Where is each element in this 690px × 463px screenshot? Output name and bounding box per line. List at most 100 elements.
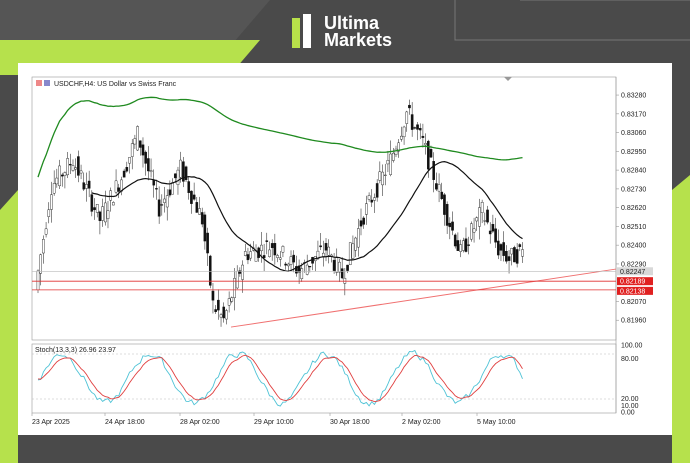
candle-body [370,199,374,203]
candle-body [93,207,96,211]
time-tick-label: 23 Apr 2025 [32,419,70,426]
stoch-tick-label: 80.00 [621,356,639,363]
candle-body [373,197,376,201]
candle-body [144,151,147,164]
candle-body [416,124,419,130]
candle-body [195,202,199,213]
candle-body [69,163,72,166]
candle-body [66,158,69,176]
candle-body [437,184,441,192]
candle-body [179,159,182,178]
candle-body [324,243,328,251]
shift-marker-icon [504,77,512,81]
candle-body [475,217,479,222]
candle-body [365,203,368,215]
candle-body [192,194,196,200]
chart-menu-icon[interactable] [36,80,42,86]
support-label-upper: 0.82189 [620,279,645,286]
candle-body [402,126,406,138]
candle-body [472,228,476,233]
candle-body [362,217,365,225]
candle-body [408,104,411,109]
time-tick-label: 2 May 02:00 [402,419,441,426]
brand-line2: Markets [324,30,393,50]
candle-body [160,204,164,206]
time-tick-label: 5 May 10:00 [477,419,516,426]
stoch-main-line [37,349,523,407]
candle-body [429,149,433,158]
candle-body [381,171,384,186]
support-tag-upper: 0.82189 [617,277,653,286]
candle-body [367,195,371,200]
candle-body [284,263,287,266]
candle-body [445,203,449,226]
candle-body [136,126,139,151]
candle-body [432,161,435,180]
price-chart[interactable]: USDCHF,H4: US Dollar vs Swiss Franc 0.83… [18,63,672,435]
candle-body [109,190,112,201]
candle-body [502,242,505,256]
candle-body [375,183,379,198]
candle-body [456,240,460,251]
candle-body [168,189,172,196]
candle-body [44,228,48,235]
candle-body [486,209,489,223]
candle-body [157,199,161,217]
chart-card: USDCHF,H4: US Dollar vs Swiss Franc 0.83… [18,63,672,435]
candle-body [518,244,522,247]
candle-body [227,298,231,306]
candle-body [397,142,400,152]
candle-body [112,202,115,206]
candle-body [346,264,349,271]
price-axis: 0.83280 0.83170 0.83060 0.82950 0.82840 0.827… [616,93,646,325]
candle-body [383,174,387,176]
candle-body [276,255,279,258]
candle-body [190,190,193,204]
candle-body [165,195,169,208]
chart-settings-icon[interactable] [44,80,50,86]
candle-body [389,153,392,175]
candle-body [295,266,298,274]
candle-body [222,306,226,319]
candle-body [125,167,129,172]
candle-body [95,204,99,213]
price-tick-label: 0.82070 [621,299,646,306]
candle-body [217,299,220,311]
candle-body [348,242,352,265]
candle-body [459,244,462,252]
candle-body [87,180,91,189]
candle-body [243,251,247,256]
brand-logo: Ultima Markets [292,14,392,50]
stoch-tick-label: 100.00 [621,343,643,350]
candle-body [106,210,110,219]
candle-body [287,263,290,267]
candle-body [453,234,457,247]
candle-body [300,268,304,280]
price-tick-label: 0.82730 [621,186,646,193]
candle-body [421,135,425,138]
stoch-tick-label: 0.00 [621,410,635,417]
candle-body [488,230,492,235]
candle-body [60,174,64,177]
candle-body [230,297,234,302]
candle-body [208,255,212,286]
candle-body [505,251,508,262]
candle-body [219,314,223,318]
current-price-label: 0.82247 [620,269,645,276]
price-tick-label: 0.82620 [621,205,646,212]
candle-body [138,140,142,148]
candle-body [278,257,282,260]
candle-body [483,220,487,222]
candle-body [114,180,118,193]
candle-body [494,228,497,243]
candle-body [163,198,166,203]
candle-body [426,140,430,170]
support-label-lower: 0.82138 [620,288,645,295]
candle-body [410,114,414,130]
candle-body [249,251,252,259]
candle-body [451,221,454,231]
candle-body [74,167,77,170]
stoch-panel-frame [31,343,617,414]
candle-body [198,208,201,215]
